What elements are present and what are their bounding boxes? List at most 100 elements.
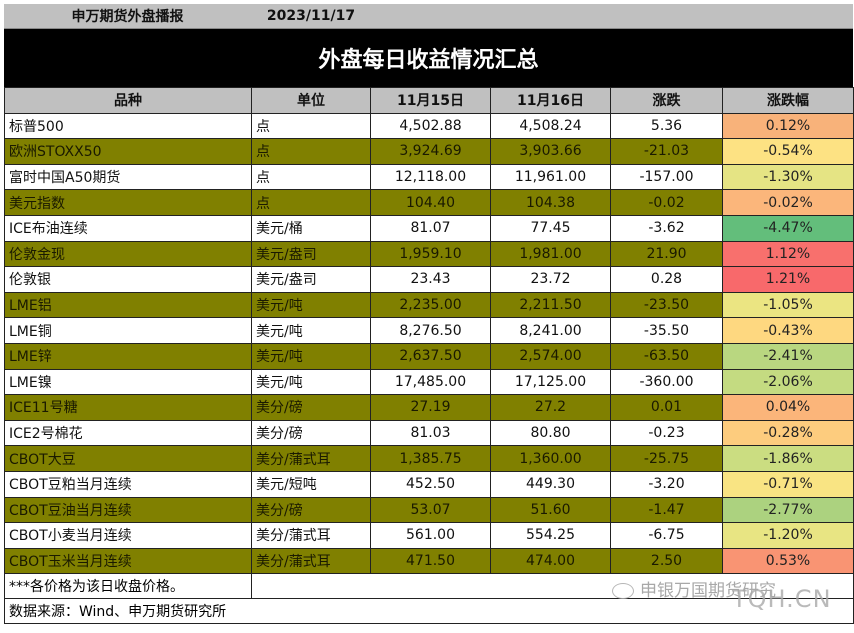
table-row: 欧洲STOXX50 点 3,924.69 3,903.66 -21.03 -0.54% bbox=[4, 138, 854, 165]
price-nov16: 4,508.24 bbox=[490, 112, 611, 140]
unit: 美元/吨 bbox=[251, 317, 371, 344]
price-nov16: 474.00 bbox=[490, 547, 611, 575]
change-value: -157.00 bbox=[610, 163, 723, 191]
price-nov16: 11,961.00 bbox=[490, 163, 611, 191]
price-nov16: 27.2 bbox=[490, 394, 611, 421]
change-pct: -2.77% bbox=[722, 496, 854, 524]
change-value: -23.50 bbox=[610, 291, 723, 319]
table-row: ICE2号棉花 美分/磅 81.03 80.80 -0.23 -0.28% bbox=[4, 419, 854, 447]
price-nov15: 452.50 bbox=[370, 470, 491, 498]
unit: 美元/吨 bbox=[251, 342, 371, 370]
change-value: -360.00 bbox=[610, 368, 723, 396]
change-pct: -1.86% bbox=[722, 445, 854, 472]
table-row: LME锌 美元/吨 2,637.50 2,574.00 -63.50 -2.41% bbox=[4, 342, 854, 370]
col-header-d15: 11月15日 bbox=[370, 87, 491, 114]
instrument-name: ICE2号棉花 bbox=[4, 419, 252, 447]
unit: 点 bbox=[251, 112, 371, 140]
watermark-text: 申银万国期货研究 bbox=[640, 581, 776, 601]
price-nov15: 27.19 bbox=[370, 394, 491, 421]
org-name: 申万期货外盘播报 bbox=[71, 9, 184, 25]
unit: 美元/吨 bbox=[251, 291, 371, 319]
instrument-name: LME锌 bbox=[4, 342, 252, 370]
report-date: 2023/11/17 bbox=[266, 8, 356, 24]
instrument-name: CBOT大豆 bbox=[4, 445, 252, 472]
change-value: -35.50 bbox=[610, 317, 723, 344]
change-value: -3.62 bbox=[610, 214, 723, 242]
change-value: 5.36 bbox=[610, 112, 723, 140]
change-value: -63.50 bbox=[610, 342, 723, 370]
change-pct: -0.02% bbox=[722, 189, 854, 216]
price-nov16: 1,360.00 bbox=[490, 445, 611, 472]
change-value: 0.01 bbox=[610, 394, 723, 421]
table-row: LME镍 美元/吨 17,485.00 17,125.00 -360.00 -2.06% bbox=[4, 368, 854, 396]
wechat-icon bbox=[612, 583, 634, 599]
instrument-name: CBOT小麦当月连续 bbox=[4, 522, 252, 549]
unit: 美分/蒲式耳 bbox=[251, 522, 371, 549]
quotes-table: 品种 单位 11月15日 11月16日 涨跌 涨跌幅 标普500 点 4,502.8… bbox=[4, 87, 854, 625]
watermark-site: TQH.CN bbox=[732, 585, 832, 613]
price-nov16: 2,574.00 bbox=[490, 342, 611, 370]
source-text: 数据来源：Wind、申万期货研究所 bbox=[4, 598, 854, 625]
change-pct: -4.47% bbox=[722, 214, 854, 242]
page-title: 外盘每日收益情况汇总 bbox=[4, 29, 853, 87]
change-pct: -0.71% bbox=[722, 470, 854, 498]
change-value: -21.03 bbox=[610, 138, 723, 165]
price-nov16: 1,981.00 bbox=[490, 240, 611, 268]
price-nov16: 51.60 bbox=[490, 496, 611, 524]
price-nov15: 1,959.10 bbox=[370, 240, 491, 268]
table-row: CBOT玉米当月连续 美分/蒲式耳 471.50 474.00 2.50 0.53% bbox=[4, 547, 854, 575]
col-header-name: 品种 bbox=[4, 87, 252, 114]
price-nov16: 3,903.66 bbox=[490, 138, 611, 165]
table-row: LME铝 美元/吨 2,235.00 2,211.50 -23.50 -1.05% bbox=[4, 291, 854, 319]
price-nov15: 17,485.00 bbox=[370, 368, 491, 396]
price-nov15: 471.50 bbox=[370, 547, 491, 575]
price-nov16: 77.45 bbox=[490, 214, 611, 242]
price-nov16: 554.25 bbox=[490, 522, 611, 549]
instrument-name: 伦敦银 bbox=[4, 266, 252, 293]
instrument-name: CBOT玉米当月连续 bbox=[4, 547, 252, 575]
change-pct: -1.05% bbox=[722, 291, 854, 319]
change-value: -0.02 bbox=[610, 189, 723, 216]
instrument-name: 标普500 bbox=[4, 112, 252, 140]
table-row: CBOT豆油当月连续 美分/磅 53.07 51.60 -1.47 -2.77% bbox=[4, 496, 854, 524]
unit: 点 bbox=[251, 163, 371, 191]
change-pct: -1.30% bbox=[722, 163, 854, 191]
source-row: 数据来源：Wind、申万期货研究所 bbox=[4, 598, 854, 625]
price-nov15: 2,235.00 bbox=[370, 291, 491, 319]
price-nov16: 23.72 bbox=[490, 266, 611, 293]
col-header-d16: 11月16日 bbox=[490, 87, 611, 114]
change-pct: 0.12% bbox=[722, 112, 854, 140]
top-bar: 申万期货外盘播报 2023/11/17 bbox=[4, 4, 853, 29]
note-text: ***各价格为该日收盘价格。 bbox=[4, 573, 252, 600]
price-nov15: 4,502.88 bbox=[370, 112, 491, 140]
price-nov15: 3,924.69 bbox=[370, 138, 491, 165]
change-value: -3.20 bbox=[610, 470, 723, 498]
price-nov15: 104.40 bbox=[370, 189, 491, 216]
change-pct: -2.06% bbox=[722, 368, 854, 396]
change-pct: -0.28% bbox=[722, 419, 854, 447]
price-nov15: 2,637.50 bbox=[370, 342, 491, 370]
table-row: 美元指数点 104.40 104.38 -0.02 -0.02% bbox=[4, 189, 854, 216]
col-header-pct: 涨跌幅 bbox=[722, 87, 854, 114]
unit: 美元/短吨 bbox=[251, 470, 371, 498]
change-value: -25.75 bbox=[610, 445, 723, 472]
price-nov15: 23.43 bbox=[370, 266, 491, 293]
table-row: 伦敦金现 美元/盎司 1,959.10 1,981.00 21.90 1.12% bbox=[4, 240, 854, 268]
price-nov16: 104.38 bbox=[490, 189, 611, 216]
instrument-name: LME铝 bbox=[4, 291, 252, 319]
unit: 点 bbox=[251, 138, 371, 165]
change-value: 2.50 bbox=[610, 547, 723, 575]
price-nov15: 561.00 bbox=[370, 522, 491, 549]
price-nov16: 2,211.50 bbox=[490, 291, 611, 319]
change-value: -0.23 bbox=[610, 419, 723, 447]
change-pct: -0.43% bbox=[722, 317, 854, 344]
instrument-name: LME铜 bbox=[4, 317, 252, 344]
change-pct: 0.04% bbox=[722, 394, 854, 421]
price-nov16: 80.80 bbox=[490, 419, 611, 447]
price-nov16: 8,241.00 bbox=[490, 317, 611, 344]
change-pct: 0.53% bbox=[722, 547, 854, 575]
table-row: CBOT豆粕当月连续 美元/短吨 452.50 449.30 -3.20 -0.71% bbox=[4, 470, 854, 498]
instrument-name: 伦敦金现 bbox=[4, 240, 252, 268]
col-header-unit: 单位 bbox=[251, 87, 371, 114]
change-pct: 1.21% bbox=[722, 266, 854, 293]
